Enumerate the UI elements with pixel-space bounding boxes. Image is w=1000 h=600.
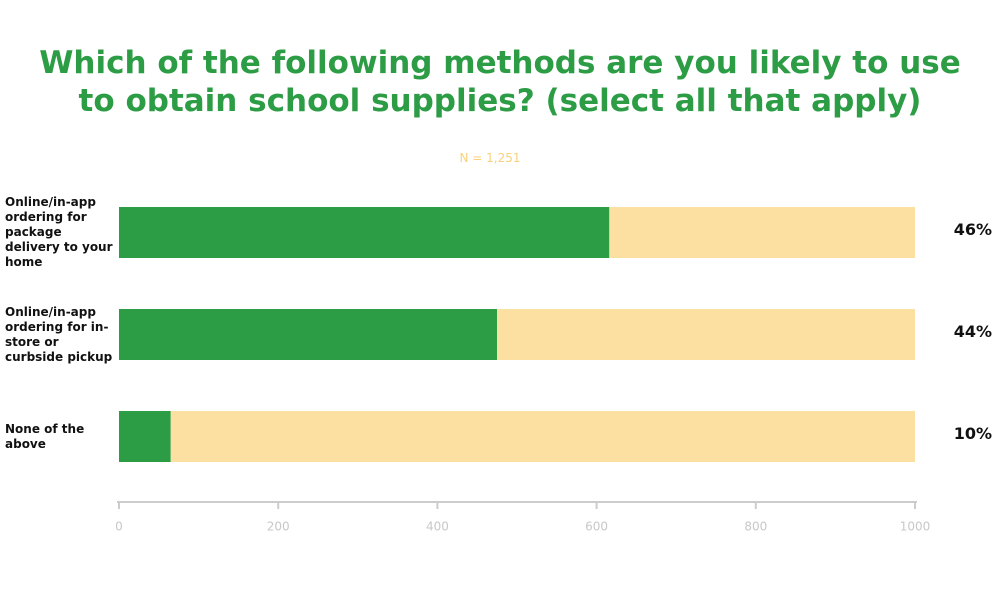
x-tick-label: 800 [744,520,767,534]
bar-segment [609,207,915,258]
x-tick-label: 200 [267,520,290,534]
bar-segment [119,411,171,462]
bar-segment [119,309,498,360]
category-label: Online/in-app ordering for package deliv… [5,195,113,269]
bar-segment [497,309,915,360]
percent-label: 44% [953,322,992,341]
x-tick-label: 1000 [900,520,931,534]
x-tick-label: 600 [585,520,608,534]
category-label: Online/in-app ordering for in-store or c… [5,304,113,364]
x-tick-label: 0 [115,520,123,534]
x-tick-label: 400 [426,520,449,534]
category-label: None of the above [5,421,85,451]
percent-label: 46% [953,220,992,239]
percent-label: 10% [953,424,992,443]
bar-segment [119,207,610,258]
bar-segment [170,411,916,462]
chart-subtitle: N = 1,251 [459,151,521,165]
chart-title: Which of the following methods are you l… [39,45,961,119]
